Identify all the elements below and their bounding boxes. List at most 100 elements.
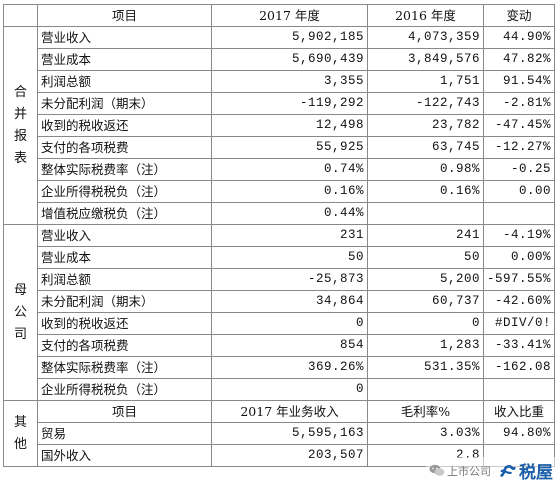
row-label: 收到的税收返还 <box>37 312 212 335</box>
cell-v2016: 3,849,576 <box>367 48 484 71</box>
consolidated-row: 未分配利润（期末） -119,292 -122,743 -2.81% <box>4 92 555 115</box>
cell-v2016: 4,073,359 <box>367 26 484 49</box>
watermark: 上市公司 税屋 <box>426 457 556 484</box>
section-label-char: 合 <box>13 84 27 100</box>
row-label: 企业所得税税负（注） <box>37 378 212 401</box>
cell-change: -2.81% <box>483 92 555 115</box>
other-section-label: 其他 <box>3 400 38 467</box>
cell-v2017: 369.26% <box>211 356 368 379</box>
cell-v2017: 0.16% <box>211 180 368 203</box>
other-header-col1: 2017 年业务收入 <box>211 400 368 423</box>
section-label-char: 表 <box>13 150 27 166</box>
cell-c1: 5,595,163 <box>211 422 368 445</box>
cell-v2016: 1,751 <box>367 70 484 93</box>
consolidated-section-label: 合并报表 <box>3 26 38 225</box>
cell-change: 0.00% <box>483 246 555 269</box>
watermark-brand: 税屋 <box>519 463 553 483</box>
row-label: 营业成本 <box>37 48 212 71</box>
cell-v2016: 60,737 <box>367 290 484 313</box>
cell-change: -4.19% <box>483 224 555 247</box>
cell-v2017: -25,873 <box>211 268 368 291</box>
section-label-char: 并 <box>13 106 27 122</box>
wechat-icon <box>429 464 445 476</box>
cell-v2017: 0.74% <box>211 158 368 181</box>
cell-v2017: 12,498 <box>211 114 368 137</box>
cell-v2016: 531.35% <box>367 356 484 379</box>
cell-change: -33.41% <box>483 334 555 357</box>
row-label: 利润总额 <box>37 268 212 291</box>
row-label: 收到的税收返还 <box>37 114 212 137</box>
cell-v2017: 55,925 <box>211 136 368 159</box>
header-2016: 2016 年度 <box>367 4 484 27</box>
row-label: 支付的各项税费 <box>37 136 212 159</box>
consolidated-row: 增值税应缴税负（注） 0.44% <box>4 202 555 225</box>
row-label: 贸易 <box>37 422 212 445</box>
cell-v2016: 241 <box>367 224 484 247</box>
consolidated-row: 整体实际税费率（注） 0.74% 0.98% -0.25 <box>4 158 555 181</box>
section-label-char: 他 <box>13 436 27 452</box>
consolidated-row: 支付的各项税费 55,925 63,745 -12.27% <box>4 136 555 159</box>
cell-v2017: 854 <box>211 334 368 357</box>
cell-v2016 <box>367 202 484 225</box>
cell-c1: 203,507 <box>211 444 368 467</box>
cell-v2017: -119,292 <box>211 92 368 115</box>
consolidated-row: 企业所得税税负（注） 0.16% 0.16% 0.00 <box>4 180 555 203</box>
cell-v2017: 0 <box>211 378 368 401</box>
other-row: 贸易 5,595,163 3.03% 94.80% <box>4 422 555 445</box>
consolidated-row: 营业成本 5,690,439 3,849,576 47.82% <box>4 48 555 71</box>
header-blank <box>3 4 38 27</box>
cell-change: -0.25 <box>483 158 555 181</box>
row-label: 整体实际税费率（注） <box>37 356 212 379</box>
section-label-char: 司 <box>13 326 27 342</box>
header-2017: 2017 年度 <box>211 4 368 27</box>
cell-change: 44.90% <box>483 26 555 49</box>
row-label: 营业收入 <box>37 224 212 247</box>
cell-v2017: 5,902,185 <box>211 26 368 49</box>
row-label: 营业成本 <box>37 246 212 269</box>
cell-change: -162.08 <box>483 356 555 379</box>
cell-v2017: 3,355 <box>211 70 368 93</box>
parent-row: 营业成本 50 50 0.00% <box>4 246 555 269</box>
cell-v2016: 63,745 <box>367 136 484 159</box>
row-label: 增值税应缴税负（注） <box>37 202 212 225</box>
row-label: 支付的各项税费 <box>37 334 212 357</box>
cell-v2017: 0 <box>211 312 368 335</box>
cell-v2016: 0 <box>367 312 484 335</box>
cell-v2016: 0.16% <box>367 180 484 203</box>
financial-table-body: 项目 2017 年度 2016 年度 变动 合并报表营业收入 5,902,185 4… <box>3 4 555 467</box>
cell-v2016: 5,200 <box>367 268 484 291</box>
row-label: 未分配利润（期末） <box>37 290 212 313</box>
cell-v2016: 23,782 <box>367 114 484 137</box>
cell-c2: 3.03% <box>367 422 484 445</box>
cell-v2017: 50 <box>211 246 368 269</box>
cell-c3: 94.80% <box>483 422 555 445</box>
cell-change: #DIV/0! <box>483 312 555 335</box>
other-header-col2: 毛利率% <box>367 400 484 423</box>
cell-change: 91.54% <box>483 70 555 93</box>
section-label-char: 报 <box>13 128 27 144</box>
cell-change <box>483 378 555 401</box>
section-label-char: 母 <box>13 282 27 298</box>
parent-row: 母公司营业收入 231 241 -4.19% <box>3 224 555 401</box>
parent-row: 支付的各项税费 854 1,283 -33.41% <box>4 334 555 357</box>
section-label-char: 其 <box>13 414 27 430</box>
cell-v2016: -122,743 <box>367 92 484 115</box>
cell-change: -47.45% <box>483 114 555 137</box>
tax-house-logo <box>500 464 516 477</box>
cell-v2016: 0.98% <box>367 158 484 181</box>
row-label: 整体实际税费率（注） <box>37 158 212 181</box>
row-label: 营业收入 <box>37 26 212 49</box>
cell-change: -42.60% <box>483 290 555 313</box>
cell-v2017: 231 <box>211 224 368 247</box>
row-label: 利润总额 <box>37 70 212 93</box>
parent-row: 企业所得税税负（注） 0 <box>4 378 555 401</box>
cell-v2017: 34,864 <box>211 290 368 313</box>
cell-v2017: 5,690,439 <box>211 48 368 71</box>
cell-change: -597.55% <box>483 268 555 291</box>
other-header-col3: 收入比重 <box>483 400 555 423</box>
watermark-source: 上市公司 <box>447 464 491 478</box>
cell-change: 47.82% <box>483 48 555 71</box>
cell-v2016: 1,283 <box>367 334 484 357</box>
row-label: 国外收入 <box>37 444 212 467</box>
row-label: 未分配利润（期末） <box>37 92 212 115</box>
